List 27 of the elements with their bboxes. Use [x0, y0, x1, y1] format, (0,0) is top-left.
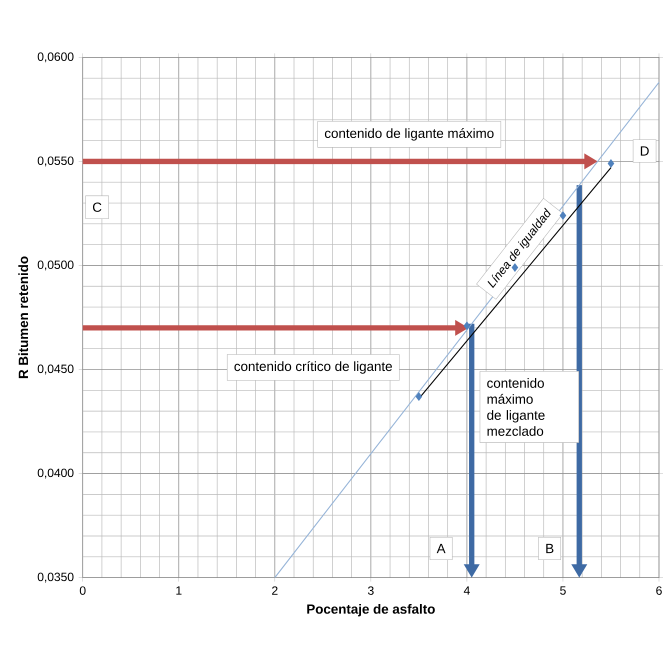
point: [512, 263, 518, 272]
x-tick-label: 3: [368, 586, 374, 595]
annotation: D: [640, 146, 649, 156]
y-tick-label: 0,0400: [38, 468, 74, 478]
point: [560, 211, 566, 220]
x-tick-label: 0: [80, 586, 86, 595]
y-tick-label: 0,0450: [38, 364, 74, 374]
x-tick-label: 2: [272, 586, 278, 595]
ref-line-label: contenido de ligante máximo: [324, 128, 494, 140]
ref-line-label: contenido crítico de ligante: [234, 360, 392, 374]
y-tick-label: 0,0600: [38, 52, 74, 62]
ref-line-label: A: [436, 544, 446, 553]
y-axis-title: R Bitumen retenido: [18, 256, 28, 378]
x-tick-label: 1: [176, 586, 182, 594]
point: [464, 321, 470, 330]
y-tick-label: 0,0500: [38, 260, 74, 270]
point: [608, 159, 614, 168]
x-axis-title: Pocentaje de asfalto: [307, 604, 435, 616]
y-tick-label: 0,0550: [38, 156, 74, 166]
x-tick-label: 4: [464, 586, 470, 594]
y-tick-label: 0,0350: [38, 572, 74, 582]
point: [416, 392, 422, 401]
annotation: C: [92, 202, 102, 212]
x-tick-label: 6: [656, 586, 662, 595]
annotation: contenido máximo de ligante mezclado: [487, 378, 545, 436]
ref-line-label: B: [546, 544, 554, 553]
x-tick-label: 5: [560, 586, 566, 595]
